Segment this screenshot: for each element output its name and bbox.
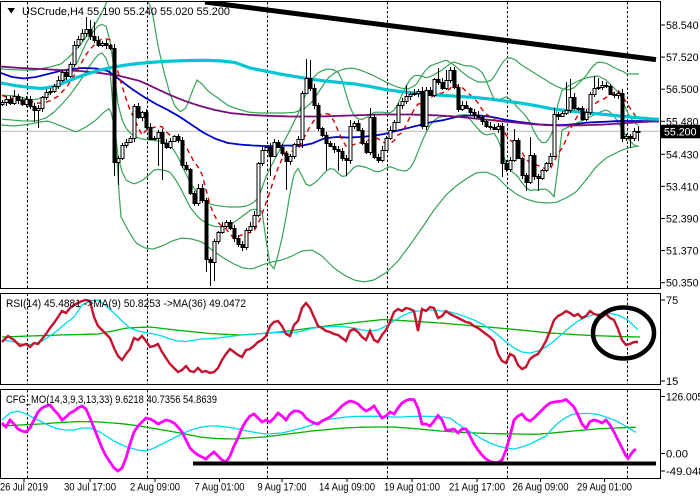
svg-text:29 Aug 01:00: 29 Aug 01:00 xyxy=(577,482,632,494)
svg-text:21 Aug 17:00: 21 Aug 17:00 xyxy=(449,482,505,494)
svg-text:2 Aug 09:00: 2 Aug 09:00 xyxy=(130,482,180,494)
svg-text:55.200: 55.200 xyxy=(664,127,697,139)
svg-text:9 Aug 17:00: 9 Aug 17:00 xyxy=(258,482,307,494)
svg-text:CFG_MO(14,3,9,3,13,33) 9.6218: CFG_MO(14,3,9,3,13,33) 9.6218 40.7356 54… xyxy=(6,394,217,406)
svg-text:57.520: 57.520 xyxy=(666,52,699,64)
svg-text:26 Jul 2019: 26 Jul 2019 xyxy=(0,482,48,494)
svg-text:-49.0485: -49.0485 xyxy=(666,466,700,478)
svg-text:50.350: 50.350 xyxy=(666,278,699,290)
svg-text:26 Aug 09:00: 26 Aug 09:00 xyxy=(513,482,569,494)
svg-text:30 Jul 17:00: 30 Jul 17:00 xyxy=(64,482,116,494)
svg-text:0.00: 0.00 xyxy=(666,449,688,461)
svg-text:USCrude,H4 55.190 55.240 55.0: USCrude,H4 55.190 55.240 55.020 55.200 xyxy=(22,6,230,18)
svg-text:54.430: 54.430 xyxy=(666,149,699,161)
svg-text:7 Aug 01:00: 7 Aug 01:00 xyxy=(195,482,245,494)
svg-text:51.370: 51.370 xyxy=(666,246,699,258)
svg-text:56.500: 56.500 xyxy=(666,84,699,96)
svg-text:RSI(14) 45.4881 ->MA(9) 50.8: RSI(14) 45.4881 ->MA(9) 50.8253 ->MA(36)… xyxy=(6,298,246,310)
svg-text:58.540: 58.540 xyxy=(666,20,699,32)
svg-text:53.410: 53.410 xyxy=(666,181,699,193)
svg-text:14 Aug 09:00: 14 Aug 09:00 xyxy=(319,482,375,494)
svg-text:52.390: 52.390 xyxy=(666,214,699,226)
svg-text:126.0052: 126.0052 xyxy=(666,392,700,404)
svg-text:75: 75 xyxy=(666,295,678,307)
svg-text:15: 15 xyxy=(666,376,678,388)
svg-text:19 Aug 01:00: 19 Aug 01:00 xyxy=(384,482,440,494)
